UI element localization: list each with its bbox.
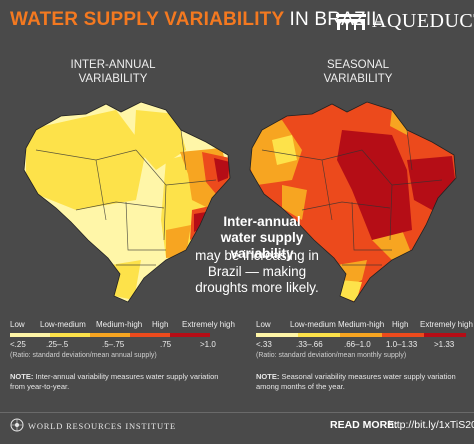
heading-seasonal: SEASONAL VARIABILITY <box>293 58 423 86</box>
tick: >1.0 <box>200 340 216 349</box>
title-main: WATER SUPPLY VARIABILITY <box>10 9 285 30</box>
legend-label-high: High <box>152 320 169 329</box>
map-seasonal <box>249 101 457 303</box>
tick: .66–1.0 <box>344 340 371 349</box>
note-text: Inter-annual variability measures water … <box>10 372 219 391</box>
wri-name: WORLD RESOURCES INSTITUTE <box>28 421 176 431</box>
aqueduct-logo: AQUEDUCT <box>336 10 474 33</box>
legend-seasonal: Low Low-medium Medium-high High Extremel… <box>256 320 473 359</box>
legend-label-medium-high: Medium-high <box>96 320 143 329</box>
note-text: Seasonal variability measures water supp… <box>256 372 456 391</box>
legend-color-bar <box>10 333 210 337</box>
legend-labels: Low Low-medium Medium-high High Extremel… <box>10 320 235 331</box>
note-label: NOTE: <box>256 372 280 381</box>
callout-bold: Inter-annual water supply variability <box>220 214 304 261</box>
swatch-low <box>256 333 298 337</box>
footer-divider <box>0 412 474 413</box>
tick: .25–.5 <box>46 340 69 349</box>
legend-label-extremely-high: Extremely high <box>182 320 235 329</box>
heading-line: SEASONAL <box>327 59 389 71</box>
legend-label-low: Low <box>256 320 271 329</box>
legend-label-medium-high: Medium-high <box>338 320 385 329</box>
tick: .75 <box>160 340 172 349</box>
legend-ratio: (Ratio: standard deviation/mean annual s… <box>10 352 157 359</box>
wri-globe-icon <box>10 418 24 432</box>
swatch-high <box>130 333 170 337</box>
tick: 1.0–1.33 <box>386 340 418 349</box>
aqueduct-arches-icon <box>336 13 366 30</box>
swatch-high <box>382 333 424 337</box>
legend-label-low-medium: Low-medium <box>290 320 336 329</box>
legend-ticks: <.25 .25–.5 .5–.75 .75 >1.0 <box>10 340 216 351</box>
swatch-medium-high <box>90 333 130 337</box>
legend-color-bar <box>256 333 466 337</box>
heading-line: VARIABILITY <box>323 73 393 85</box>
heading-line: INTER-ANNUAL <box>70 59 156 71</box>
logo-text: AQUEDUCT <box>372 10 474 32</box>
heading-line: VARIABILITY <box>78 73 148 85</box>
read-more-link[interactable]: http://bit.ly/1xTiS20 <box>388 419 474 431</box>
note-inter-annual: NOTE: Inter-annual variability measures … <box>10 372 225 392</box>
tick: >1.33 <box>434 340 455 349</box>
swatch-low-medium <box>298 333 340 337</box>
tick: <.33 <box>256 340 272 349</box>
legend-labels: Low Low-medium Medium-high High Extremel… <box>256 320 473 331</box>
legend-label-extremely-high: Extremely high <box>420 320 473 329</box>
tick: .33–.66 <box>296 340 323 349</box>
heading-inter-annual: INTER-ANNUAL VARIABILITY <box>48 58 178 86</box>
swatch-extremely-high <box>170 333 210 337</box>
page-title: WATER SUPPLY VARIABILITY IN BRAZIL <box>10 9 382 31</box>
swatch-extremely-high <box>424 333 466 337</box>
tick: <.25 <box>10 340 26 349</box>
legend-label-low-medium: Low-medium <box>40 320 86 329</box>
note-seasonal: NOTE: Seasonal variability measures wate… <box>256 372 471 392</box>
swatch-low-medium <box>50 333 90 337</box>
legend-ratio: (Ratio: standard deviation/mean monthly … <box>256 352 407 359</box>
legend-inter-annual: Low Low-medium Medium-high High Extremel… <box>10 320 235 359</box>
legend-label-low: Low <box>10 320 25 329</box>
legend-label-high: High <box>392 320 409 329</box>
note-label: NOTE: <box>10 372 34 381</box>
legend-ticks: <.33 .33–.66 .66–1.0 1.0–1.33 >1.33 <box>256 340 466 351</box>
callout-text: may be increasing in Brazil — making dro… <box>195 248 319 295</box>
read-more-label: READ MORE: <box>330 419 398 431</box>
map-inter-annual <box>23 101 231 303</box>
tick: .5–.75 <box>102 340 125 349</box>
swatch-low <box>10 333 50 337</box>
swatch-medium-high <box>340 333 382 337</box>
